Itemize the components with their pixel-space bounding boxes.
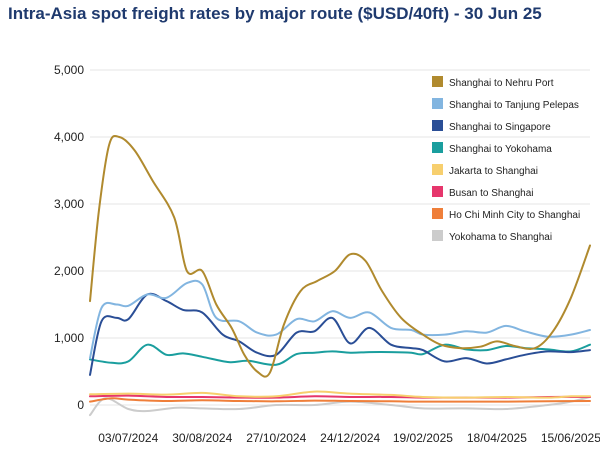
legend-swatch bbox=[432, 208, 443, 219]
y-tick-label: 2,000 bbox=[54, 264, 84, 278]
x-tick-label: 27/10/2024 bbox=[246, 431, 306, 445]
legend-label: Jakarta to Shanghai bbox=[449, 166, 538, 177]
x-tick-label: 18/04/2025 bbox=[467, 431, 527, 445]
chart-title: Intra-Asia spot freight rates by major r… bbox=[8, 4, 542, 23]
y-axis-ticks: 0 1,000 2,000 3,000 4,000 5,000 bbox=[54, 63, 84, 412]
series-line bbox=[89, 134, 591, 378]
legend-swatch bbox=[432, 142, 443, 153]
y-tick-label: 5,000 bbox=[54, 63, 84, 77]
series-line bbox=[89, 343, 591, 366]
legend-label: Busan to Shanghai bbox=[449, 188, 534, 199]
series-lines bbox=[89, 134, 591, 417]
x-axis-ticks: 03/07/2024 30/08/2024 27/10/2024 24/12/2024… bbox=[98, 431, 600, 445]
legend-label: Ho Chi Minh City to Shanghai bbox=[449, 210, 580, 221]
legend-swatch bbox=[432, 76, 443, 87]
series-line bbox=[89, 397, 591, 403]
legend-label: Shanghai to Nehru Port bbox=[449, 78, 554, 89]
x-tick-label: 03/07/2024 bbox=[98, 431, 158, 445]
y-tick-label: 0 bbox=[77, 398, 84, 412]
series-line bbox=[89, 279, 591, 360]
series-line bbox=[89, 396, 591, 417]
legend-swatch bbox=[432, 98, 443, 109]
legend-label: Yokohama to Shanghai bbox=[449, 232, 552, 243]
y-tick-label: 3,000 bbox=[54, 197, 84, 211]
legend-label: Shanghai to Singapore bbox=[449, 122, 551, 133]
legend-label: Shanghai to Yokohama bbox=[449, 144, 552, 155]
y-tick-label: 1,000 bbox=[54, 331, 84, 345]
x-tick-label: 24/12/2024 bbox=[320, 431, 380, 445]
legend-swatch bbox=[432, 230, 443, 241]
legend-label: Shanghai to Tanjung Pelepas bbox=[449, 100, 579, 111]
legend: Shanghai to Nehru Port Shanghai to Tanjun… bbox=[432, 76, 580, 243]
x-tick-label: 19/02/2025 bbox=[393, 431, 453, 445]
series-line bbox=[89, 292, 591, 376]
series-line bbox=[89, 390, 591, 399]
gridlines bbox=[90, 69, 590, 406]
x-tick-label: 30/08/2024 bbox=[172, 431, 232, 445]
y-tick-label: 4,000 bbox=[54, 130, 84, 144]
legend-swatch bbox=[432, 186, 443, 197]
legend-swatch bbox=[432, 120, 443, 131]
x-tick-label: 15/06/2025 bbox=[541, 431, 600, 445]
legend-swatch bbox=[432, 164, 443, 175]
